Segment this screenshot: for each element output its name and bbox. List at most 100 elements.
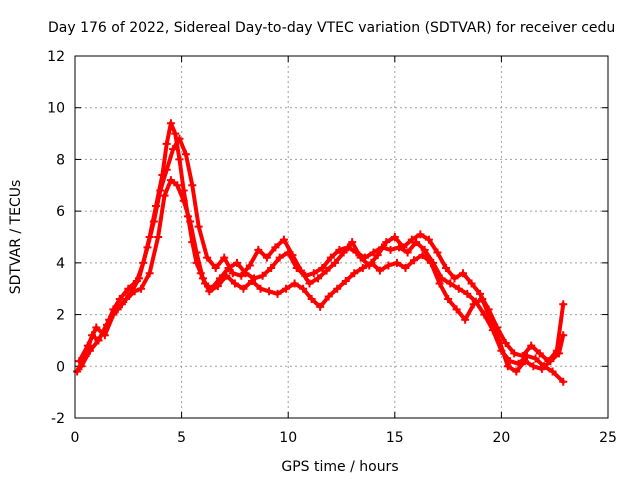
data-point <box>290 279 299 288</box>
data-point <box>318 264 327 273</box>
data-point <box>279 235 288 244</box>
grid <box>75 56 608 418</box>
data-point <box>237 271 246 280</box>
data-point <box>559 377 568 386</box>
data-point <box>401 264 410 273</box>
data-point <box>288 251 297 260</box>
data-point <box>463 289 472 298</box>
data-point <box>486 315 495 324</box>
data-point <box>554 349 563 358</box>
data-point <box>335 245 344 254</box>
data-point <box>512 367 521 376</box>
data-point <box>452 305 461 314</box>
data-point <box>420 245 429 254</box>
data-point <box>416 230 425 239</box>
data-point <box>175 134 184 143</box>
data-point <box>75 357 84 366</box>
x-tick-label: 20 <box>492 430 510 446</box>
data-point <box>94 336 103 345</box>
data-point <box>188 181 197 190</box>
data-point <box>467 279 476 288</box>
data-point <box>529 362 538 371</box>
data-point <box>169 145 178 154</box>
y-tick-label: 4 <box>56 256 65 272</box>
data-point <box>390 233 399 241</box>
data-point <box>124 284 133 293</box>
y-tick-label: 0 <box>56 359 65 375</box>
data-point <box>350 269 359 278</box>
data-point <box>412 238 421 247</box>
data-point <box>501 339 510 348</box>
data-point <box>92 323 101 332</box>
data-point <box>341 276 350 285</box>
data-point <box>476 289 485 298</box>
x-tick-label: 0 <box>71 430 80 446</box>
data-point <box>299 284 308 293</box>
data-point <box>518 351 527 360</box>
data-point <box>369 248 378 257</box>
data-point <box>262 253 271 262</box>
data-point <box>273 289 282 298</box>
data-point <box>77 362 86 371</box>
data-point <box>166 176 175 185</box>
data-point <box>162 165 171 174</box>
data-point <box>203 253 212 262</box>
plot-frame <box>74 55 609 419</box>
data-point <box>316 302 325 311</box>
data-point <box>154 233 163 241</box>
x-tick-label: 25 <box>599 430 617 446</box>
data-point <box>375 266 384 275</box>
data-point <box>559 331 568 340</box>
data-point <box>245 261 254 270</box>
data-point <box>444 295 453 304</box>
data-point <box>386 245 395 254</box>
data-point <box>179 196 188 205</box>
data-point <box>247 276 256 285</box>
data-point <box>271 243 280 252</box>
data-point <box>228 269 237 278</box>
data-point <box>469 300 478 309</box>
data-point <box>171 129 180 138</box>
data-point <box>265 287 274 296</box>
data-point <box>173 181 182 190</box>
y-tick-label: 10 <box>47 101 65 117</box>
y-tick-label: -2 <box>51 411 65 427</box>
data-point <box>548 367 557 376</box>
data-point <box>194 222 203 231</box>
data-point <box>198 274 207 283</box>
data-point <box>309 269 318 278</box>
data-point <box>348 238 357 247</box>
data-point <box>503 362 512 371</box>
data-point <box>520 357 529 366</box>
data-point <box>162 139 171 148</box>
data-point <box>535 349 544 358</box>
data-point <box>531 354 540 363</box>
series-line <box>79 178 566 374</box>
data-point <box>305 279 314 288</box>
series-track-3 <box>77 176 568 376</box>
y-axis-label: SDTVAR / TECUs <box>8 180 24 295</box>
axis-ticks: 0 5 10 15 20 25 -2 0 2 4 6 8 10 12 <box>47 49 617 446</box>
data-point <box>233 258 242 267</box>
data-point <box>478 295 487 304</box>
data-point <box>333 284 342 293</box>
data-point <box>358 264 367 273</box>
data-point <box>373 251 382 260</box>
data-point <box>384 261 393 270</box>
x-tick-label: 10 <box>279 430 297 446</box>
series-line <box>75 121 566 384</box>
data-point <box>459 269 468 278</box>
data-point <box>130 287 139 296</box>
data-point <box>403 248 412 257</box>
data-point <box>85 346 94 355</box>
x-tick-label: 5 <box>177 430 186 446</box>
data-point <box>181 150 190 159</box>
data-point <box>239 284 248 293</box>
data-point <box>527 341 536 350</box>
chart-title: Day 176 of 2022, Sidereal Day-to-day VTE… <box>48 20 615 36</box>
data-point <box>326 253 335 262</box>
data-point <box>331 258 340 267</box>
data-point <box>205 287 214 296</box>
data-point <box>418 251 427 260</box>
